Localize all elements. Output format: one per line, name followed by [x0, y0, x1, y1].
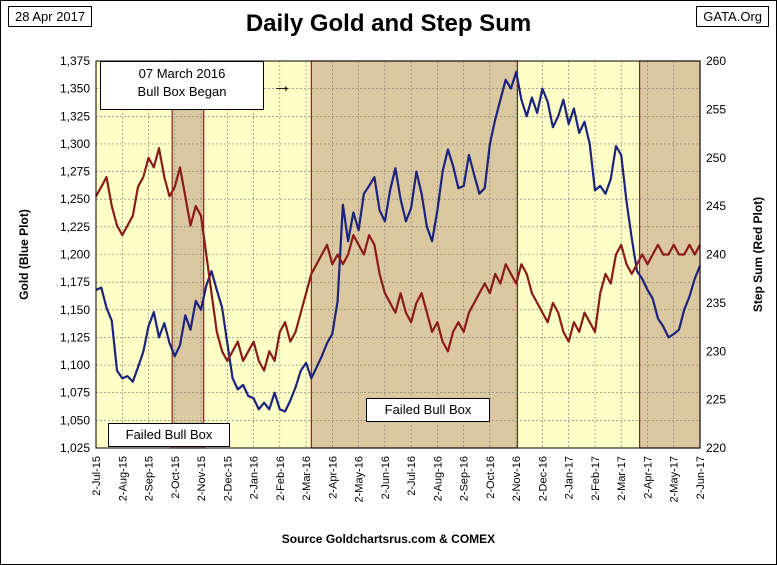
- x-tick-label: 2-Sep-15: [144, 456, 156, 501]
- x-tick-label: 2-Dec-15: [222, 456, 234, 501]
- bull-box-began-line2: Bull Box Began: [137, 84, 227, 99]
- x-tick-label: 2-Aug-16: [432, 456, 444, 501]
- x-tick-label: 2-Jul-15: [91, 456, 103, 496]
- x-tick-label: 2-Jan-17: [564, 456, 576, 499]
- source-tag: GATA.Org: [696, 6, 769, 27]
- x-tick-label: 2-Feb-17: [590, 456, 602, 501]
- y-left-axis-title: Gold (Blue Plot): [17, 209, 31, 300]
- chart-title: Daily Gold and Step Sum: [245, 10, 532, 37]
- y-left-tick-label: 1,350: [60, 82, 90, 96]
- y-left-tick-label: 1,225: [60, 220, 90, 234]
- x-tick-label: 2-Jun-17: [695, 456, 707, 499]
- date-label: 28 Apr 2017: [8, 6, 93, 27]
- gold-series-line: [95, 71, 702, 413]
- x-tick-label: 2-Nov-15: [196, 456, 208, 501]
- y-right-tick-label: 240: [706, 248, 726, 262]
- arrow-right-icon: →: [272, 75, 292, 97]
- y-left-tick-label: 1,100: [60, 358, 90, 372]
- y-left-tick-label: 1,250: [60, 192, 90, 206]
- x-tick-label: 2-Apr-16: [327, 456, 339, 499]
- y-left-tick-label: 1,275: [60, 165, 90, 179]
- y-left-tick-label: 1,150: [60, 303, 90, 317]
- y-right-tick-label: 245: [706, 199, 726, 213]
- y-left-tick-label: 1,125: [60, 330, 90, 344]
- y-left-tick-label: 1,325: [60, 109, 90, 123]
- y-right-axis-title: Step Sum (Red Plot): [751, 197, 765, 312]
- y-left-tick-label: 1,375: [60, 54, 90, 68]
- bull-box-began-line1: 07 March 2016: [138, 66, 226, 81]
- x-tick-label: 2-Jan-16: [249, 456, 261, 499]
- x-tick-label: 2-Mar-16: [301, 456, 313, 501]
- y-left-tick-label: 1,050: [60, 413, 90, 427]
- x-tick-label: 2-Jul-16: [406, 456, 418, 496]
- x-tick-label: 2-Oct-16: [485, 456, 497, 499]
- bull-box-2: [310, 60, 519, 449]
- x-tick-label: 2-Apr-17: [642, 456, 654, 499]
- x-tick-label: 2-May-16: [354, 456, 366, 502]
- source-footer: Source Goldchartsrus.com & COMEX: [281, 532, 496, 546]
- x-tick-label: 2-Feb-16: [275, 456, 287, 501]
- x-tick-label: 2-Oct-15: [170, 456, 182, 499]
- x-tick-label: 2-Dec-16: [537, 456, 549, 501]
- y-left-tick-label: 1,075: [60, 386, 90, 400]
- x-tick-label: 2-Jun-16: [380, 456, 392, 499]
- x-tick-label: 2-May-17: [669, 456, 681, 502]
- y-right-tick-label: 225: [706, 393, 726, 407]
- failed-bull-box-label-1: Failed Bull Box: [108, 423, 230, 447]
- y-right-tick-label: 220: [706, 441, 726, 455]
- y-right-tick-label: 255: [706, 102, 726, 116]
- plot-border: [95, 60, 701, 449]
- y-right-tick-label: 230: [706, 344, 726, 358]
- x-tick-label: 2-Aug-15: [117, 456, 129, 501]
- y-right-tick-label: 260: [706, 54, 726, 68]
- bull-box-began-annotation: 07 March 2016 Bull Box Began: [100, 61, 264, 110]
- y-left-tick-label: 1,175: [60, 275, 90, 289]
- x-tick-label: 2-Mar-17: [616, 456, 628, 501]
- y-left-tick-label: 1,025: [60, 441, 90, 455]
- x-tick-label: 2-Nov-16: [511, 456, 523, 501]
- y-left-tick-label: 1,300: [60, 137, 90, 151]
- y-right-tick-label: 250: [706, 151, 726, 165]
- y-left-tick-label: 1,200: [60, 248, 90, 262]
- step-sum-series-line: [95, 147, 701, 372]
- y-right-tick-label: 235: [706, 296, 726, 310]
- failed-bull-box-label-2: Failed Bull Box: [366, 398, 490, 422]
- x-tick-label: 2-Sep-16: [459, 456, 471, 501]
